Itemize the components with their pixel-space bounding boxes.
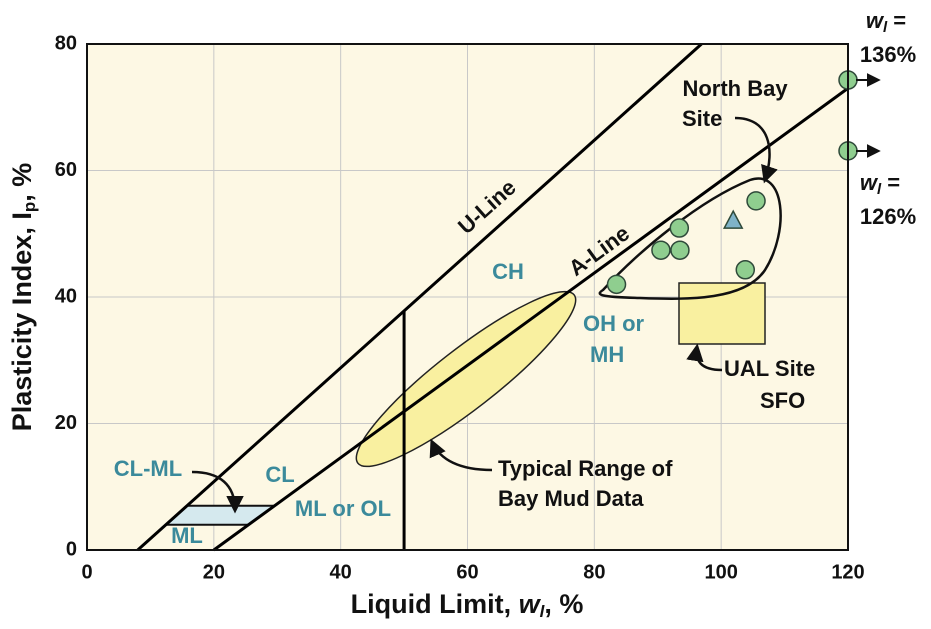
y-tick-label: 60 (55, 159, 77, 181)
y-tick-label: 80 (55, 32, 77, 54)
var: w (860, 170, 879, 195)
var: w (866, 8, 885, 33)
x-axis-title: Liquid Limit, wl, % (351, 589, 584, 621)
data-point (670, 240, 690, 260)
y-title-end: , % (7, 163, 37, 202)
zone-label: CL-ML (114, 456, 182, 481)
x-tick-label: 0 (81, 561, 92, 583)
marks (136, 42, 858, 552)
north-bay-outline (598, 177, 782, 300)
x-tick-label: 20 (203, 561, 225, 583)
data-point (722, 209, 744, 229)
y-tick-label: 40 (55, 285, 77, 307)
plot-frame (86, 43, 849, 551)
sub: l (877, 181, 882, 198)
eq: = (887, 8, 906, 33)
x-title-text: Liquid Limit, (351, 589, 519, 619)
zone-label: ML or OL (295, 496, 391, 521)
data-point (606, 274, 627, 295)
x-title-end: , % (544, 589, 583, 619)
reference-line (212, 87, 849, 552)
y-tick-label: 0 (66, 538, 77, 560)
note: Site (682, 106, 722, 131)
zone-label: CH (492, 259, 524, 284)
off-scale-note: 136% (860, 42, 916, 67)
reference-line (136, 42, 703, 552)
note: Bay Mud Data (498, 486, 644, 511)
y-tick-label: 20 (55, 412, 77, 434)
x-tick-label: 80 (583, 561, 605, 583)
zone-label: CL (265, 462, 294, 487)
leader (734, 116, 778, 184)
data-point (735, 260, 756, 280)
bay-mud-region (355, 290, 577, 468)
x-title-sub: l (540, 602, 546, 621)
note: SFO (760, 388, 805, 413)
sub: l (883, 19, 888, 36)
off-scale-note: wl = (866, 8, 906, 36)
off-scale-note: wl = (860, 170, 900, 198)
leader (429, 438, 493, 472)
leader (686, 343, 723, 372)
ual-site-region (678, 282, 766, 345)
x-tick-label: 60 (456, 561, 478, 583)
note: UAL Site (724, 356, 815, 381)
y-title-sub: p (20, 202, 39, 212)
zone-label: ML (171, 523, 203, 548)
x-title-var: w (519, 589, 542, 619)
note: Typical Range of (498, 456, 673, 481)
off-scale-note: 126% (860, 204, 916, 229)
x-tick-label: 120 (831, 561, 864, 583)
data-point (669, 218, 690, 238)
data-point (746, 191, 766, 211)
eq: = (881, 170, 900, 195)
zone-label: MH (590, 342, 624, 367)
leader (191, 470, 244, 514)
zone-label: OH or (583, 311, 645, 336)
data-point (651, 240, 671, 260)
y-title-text: Plasticity Index, I (7, 212, 37, 431)
x-tick-label: 100 (704, 561, 737, 583)
x-tick-label: 40 (330, 561, 352, 583)
note: North Bay (682, 76, 788, 101)
y-axis-title: Plasticity Index, Ip, % (7, 163, 39, 432)
